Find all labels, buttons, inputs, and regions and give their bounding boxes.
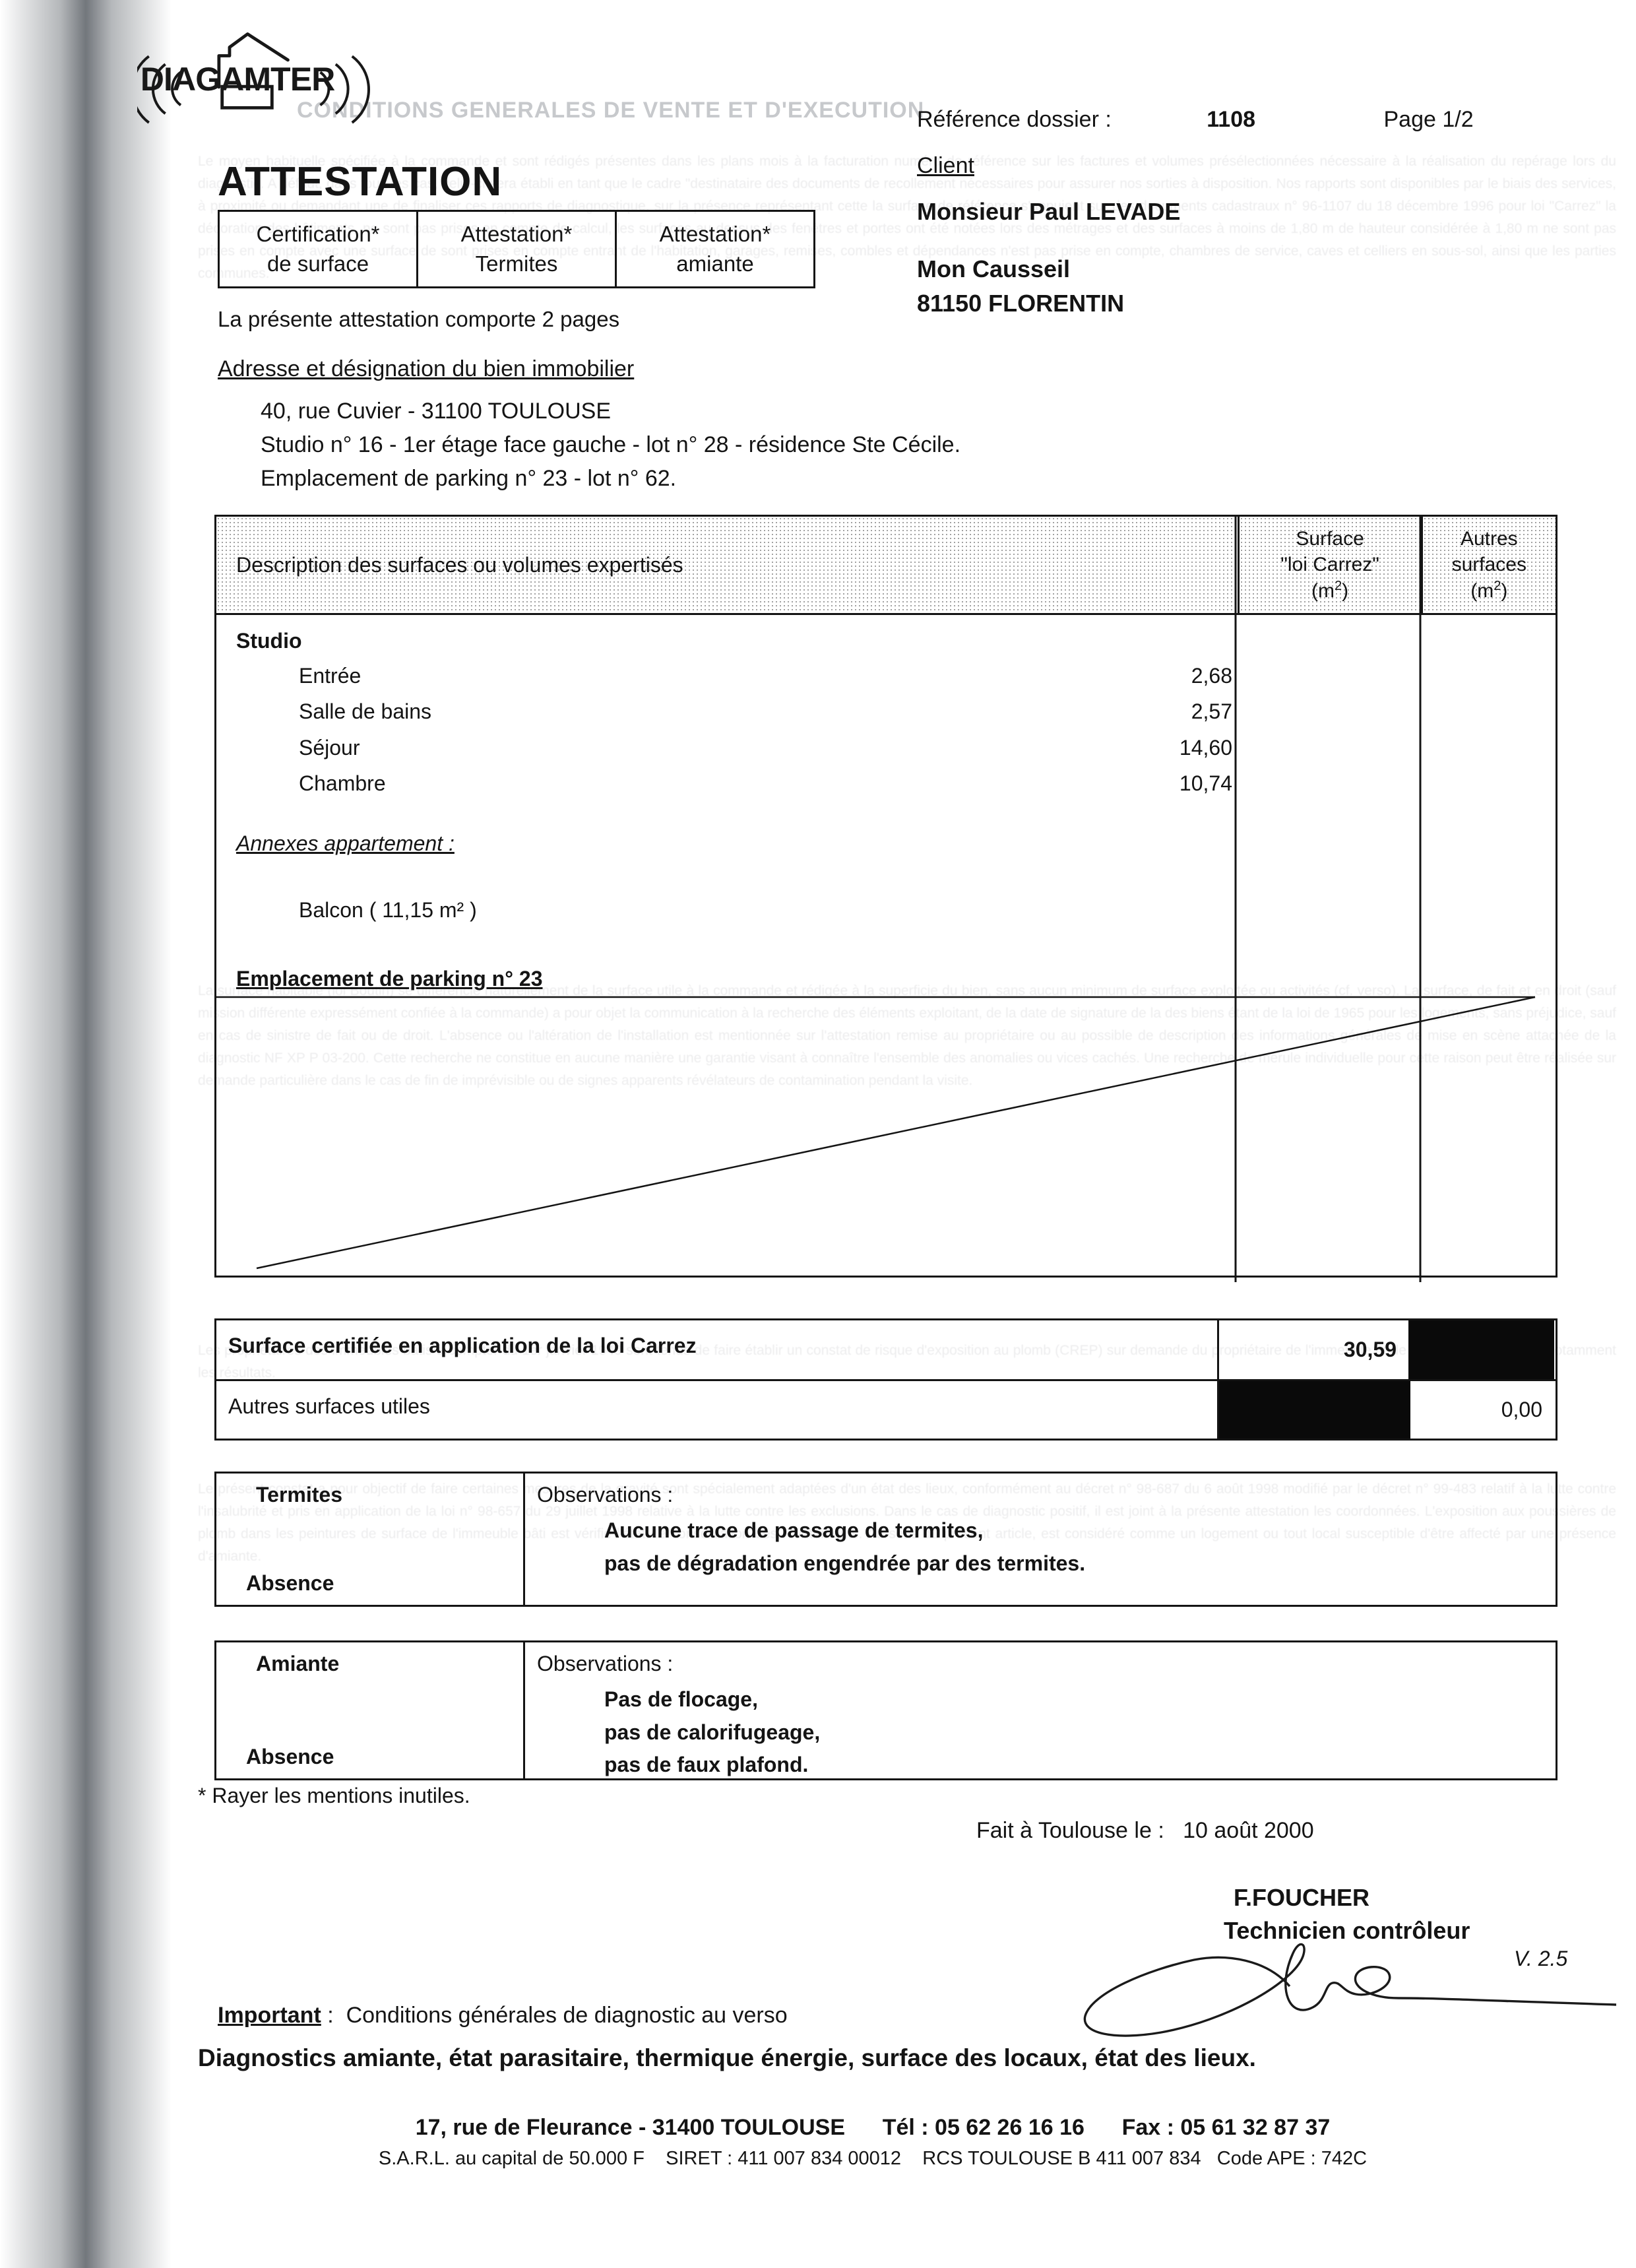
svg-text:DIAGAMTER: DIAGAMTER (141, 61, 335, 98)
